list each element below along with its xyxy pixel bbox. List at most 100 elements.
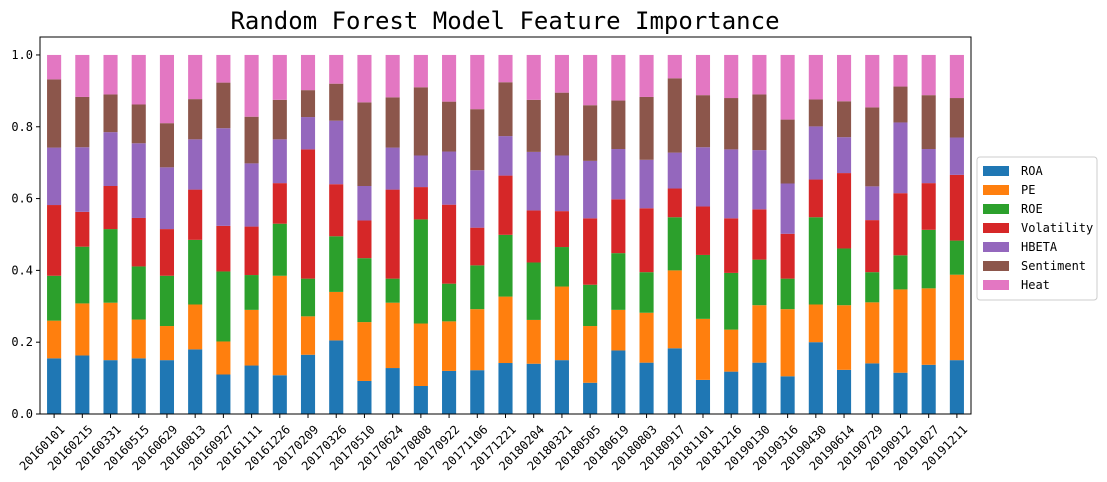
- bar-segment-sentiment: [583, 105, 598, 161]
- bar-segment-volatility: [470, 227, 485, 266]
- bar-segment-heat: [498, 54, 513, 83]
- bar-segment-heat: [244, 54, 259, 117]
- bar-segment-hbeta: [583, 160, 598, 219]
- bar-segment-volatility: [300, 149, 316, 279]
- bar-segment-pe: [639, 312, 654, 363]
- bar-segment-roe: [554, 247, 569, 287]
- bar-segment-roa: [526, 363, 541, 414]
- bar-segment-hbeta: [611, 149, 626, 200]
- bar-segment-heat: [103, 54, 118, 95]
- bar-segment-hbeta: [752, 150, 767, 210]
- bar-segment-roa: [272, 375, 287, 414]
- bar-segment-roe: [724, 272, 739, 330]
- bar-segment-volatility: [75, 211, 90, 247]
- bar-segment-roe: [357, 258, 372, 323]
- legend-label-volatility: Volatility: [1021, 221, 1093, 235]
- bar-segment-heat: [300, 54, 316, 91]
- bar-segment-roa: [244, 365, 259, 414]
- bar-segment-roa: [47, 358, 62, 414]
- bar-segment-pe: [244, 309, 259, 366]
- bar-segment-hbeta: [216, 128, 231, 226]
- bar-segment-roe: [272, 223, 287, 276]
- bar-segment-volatility: [47, 205, 62, 276]
- bar-segment-hbeta: [893, 122, 908, 194]
- bar-segment-volatility: [385, 189, 400, 279]
- bar-segment-hbeta: [442, 151, 457, 205]
- bar-segment-sentiment: [554, 92, 569, 156]
- bar-segment-hbeta: [667, 152, 682, 189]
- bar-segment-heat: [357, 54, 372, 103]
- bar-segment-volatility: [244, 226, 259, 276]
- legend-label-roe: ROE: [1021, 202, 1043, 216]
- bar-segment-pe: [865, 302, 880, 364]
- bar-segment-hbeta: [244, 163, 259, 227]
- bar-segment-pe: [300, 316, 316, 355]
- bar-segment-volatility: [893, 193, 908, 256]
- bar-segment-heat: [724, 54, 739, 99]
- bar-segment-roe: [695, 254, 711, 319]
- bar-segment-roa: [75, 355, 90, 414]
- bar-segment-volatility: [329, 184, 344, 237]
- bar-segment-volatility: [526, 210, 541, 263]
- bar-segment-hbeta: [836, 137, 852, 174]
- bar-segment-heat: [583, 54, 598, 106]
- legend-swatch-volatility: [983, 223, 1009, 233]
- bar-segment-sentiment: [526, 99, 541, 152]
- bar-segment-roa: [442, 370, 457, 414]
- bar-segment-pe: [47, 320, 62, 359]
- bar-segment-roe: [442, 283, 457, 322]
- legend-swatch-roa: [983, 166, 1009, 176]
- y-tick-label: 0.0: [11, 407, 33, 421]
- bar-segment-heat: [949, 54, 964, 99]
- bar-segment-pe: [949, 274, 964, 361]
- bar-segment-pe: [357, 322, 372, 381]
- bar-segment-pe: [780, 309, 795, 377]
- bar-segment-volatility: [554, 211, 569, 248]
- bar-segment-hbeta: [385, 147, 400, 190]
- bar-segment-heat: [695, 54, 711, 96]
- bar-segment-hbeta: [300, 117, 316, 150]
- bar-segment-sentiment: [893, 86, 908, 123]
- y-tick-label: 0.2: [11, 335, 33, 349]
- bar-segment-volatility: [442, 204, 457, 284]
- bar-segment-sentiment: [752, 94, 767, 151]
- bar-segment-sentiment: [498, 82, 513, 137]
- bar-segment-roa: [131, 358, 146, 414]
- bar-segment-roa: [413, 385, 428, 414]
- bar-segment-sentiment: [159, 123, 175, 168]
- legend-label-hbeta: HBETA: [1021, 240, 1058, 254]
- bar-segment-pe: [611, 309, 626, 351]
- bar-segment-sentiment: [103, 94, 118, 133]
- bar-segment-pe: [75, 303, 90, 356]
- bar-segment-volatility: [159, 229, 175, 276]
- bar-segment-roe: [611, 253, 626, 310]
- bar-segment-volatility: [583, 218, 598, 285]
- bar-segment-heat: [667, 54, 682, 79]
- bar-segment-heat: [442, 54, 457, 102]
- bar-segment-volatility: [188, 189, 203, 240]
- bar-segment-hbeta: [131, 143, 146, 218]
- bar-segment-roe: [131, 266, 146, 320]
- bar-segment-sentiment: [836, 101, 852, 138]
- bar-segment-roe: [639, 272, 654, 313]
- bar-segment-roe: [75, 246, 90, 304]
- bar-segment-hbeta: [780, 183, 795, 234]
- bar-segment-pe: [583, 326, 598, 383]
- legend-label-roa: ROA: [1021, 164, 1043, 178]
- bar-segment-hbeta: [498, 136, 513, 176]
- bar-segment-sentiment: [780, 119, 795, 184]
- bar-segment-volatility: [667, 188, 682, 218]
- bar-segment-pe: [413, 323, 428, 386]
- y-tick-label: 0.4: [11, 263, 33, 277]
- bar-segment-volatility: [949, 174, 964, 241]
- bar-segment-roe: [47, 275, 62, 321]
- bar-segment-heat: [47, 54, 62, 80]
- bar-segment-sentiment: [611, 100, 626, 150]
- bar-segment-volatility: [836, 173, 852, 249]
- bar-segment-pe: [724, 329, 739, 372]
- bar-segment-roa: [695, 379, 711, 414]
- chart-title: Random Forest Model Feature Importance: [230, 7, 779, 35]
- y-tick-label: 0.6: [11, 192, 33, 206]
- bar-segment-heat: [272, 54, 287, 100]
